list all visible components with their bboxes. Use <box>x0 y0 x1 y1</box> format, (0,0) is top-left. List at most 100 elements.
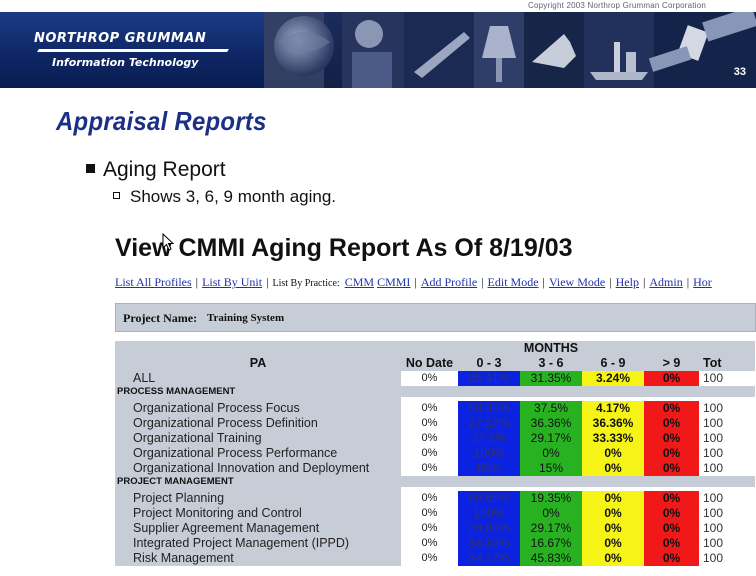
nav-link-add-profile[interactable]: Add Profile <box>420 275 478 289</box>
filled-square-bullet-icon <box>86 163 95 173</box>
aging-gt-9-cell: 0% <box>644 536 699 551</box>
no-date-cell: 0% <box>401 431 458 446</box>
pa-cell: Organizational Innovation and Deployment <box>115 461 401 476</box>
report-title: View CMMI Aging Report As Of 8/19/03 <box>115 234 573 262</box>
aging-6-9-cell: 0% <box>582 536 644 551</box>
table-row: Integrated Project Management (IPPD) 0% … <box>115 536 755 551</box>
no-date-cell: 0% <box>401 536 458 551</box>
nav-link-cmm[interactable]: CMM <box>344 275 375 289</box>
header-gt-9: > 9 <box>644 356 699 371</box>
table-header-row-top: MONTHS <box>115 341 755 356</box>
table-row: Organizational Process Focus 0% 58.33% 3… <box>115 401 755 416</box>
aging-report-table: MONTHS PA No Date 0 - 3 3 - 6 6 - 9 > 9 … <box>115 341 755 566</box>
header-blank-cell <box>115 341 401 356</box>
table-row: Risk Management 0% 54.17% 45.83% 0% 0% 1… <box>115 551 755 566</box>
header-blank-cell <box>699 341 755 356</box>
company-logo-text: NORTHROP GRUMMAN <box>34 31 207 46</box>
header-blank-cell <box>644 341 699 356</box>
group-header-row: PROJECT MANAGEMENT <box>115 476 755 487</box>
pa-cell: Organizational Process Performance <box>115 446 401 461</box>
nav-link-help[interactable]: Help <box>615 275 639 289</box>
spacer-row <box>115 487 755 491</box>
nav-separator: | <box>414 275 417 289</box>
header-0-3: 0 - 3 <box>458 356 520 371</box>
aging-3-6-cell: 37.5% <box>520 401 582 416</box>
aging-gt-9-cell: 0% <box>644 431 699 446</box>
aging-3-6-cell: 29.17% <box>520 431 582 446</box>
aging-6-9-cell: 0% <box>582 551 644 566</box>
spacer-row <box>115 397 755 401</box>
table-row-all: ALL 0% 65.41% 31.35% 3.24% 0% 100 <box>115 371 755 386</box>
nav-link-home[interactable]: Hor <box>693 275 712 289</box>
nav-separator: | <box>266 275 269 289</box>
aging-3-6-cell: 45.83% <box>520 551 582 566</box>
aging-6-9-cell: 0% <box>582 506 644 521</box>
aging-gt-9-cell: 0% <box>644 491 699 506</box>
header-blank-cell <box>401 341 458 356</box>
header-pa: PA <box>115 356 401 371</box>
aging-0-3-cell: 70.83% <box>458 521 520 536</box>
no-date-cell: 0% <box>401 506 458 521</box>
aging-3-6-cell: 16.67% <box>520 536 582 551</box>
division-logo-text: Information Technology <box>52 56 199 69</box>
header-total: Tot <box>699 356 755 371</box>
list-by-practice-label: List By Practice: <box>272 278 340 289</box>
copyright-strip <box>0 0 756 12</box>
table-header-row: PA No Date 0 - 3 3 - 6 6 - 9 > 9 Tot <box>115 356 755 371</box>
nav-link-cmmi[interactable]: CMMI <box>377 275 411 289</box>
bullet-1-text: Aging Report <box>103 158 226 181</box>
no-date-cell: 0% <box>401 491 458 506</box>
nav-separator: | <box>686 275 690 289</box>
aging-gt-9-cell: 0% <box>644 461 699 476</box>
report-nav-bar: List All Profiles | List By Unit | List By P… <box>115 275 712 290</box>
aging-6-9-cell: 0% <box>582 491 644 506</box>
pa-cell: Organizational Training <box>115 431 401 446</box>
project-name-box: Project Name: Training System <box>115 303 756 332</box>
total-cell: 100 <box>699 551 755 566</box>
pa-cell: ALL <box>115 371 401 386</box>
aging-6-9-cell: 0% <box>582 521 644 536</box>
banner-photo-collage <box>264 12 756 88</box>
nav-separator: | <box>542 275 545 289</box>
nav-link-list-all-profiles[interactable]: List All Profiles <box>115 275 192 289</box>
total-cell: 100 <box>699 416 755 431</box>
aging-gt-9-cell: 0% <box>644 416 699 431</box>
no-date-cell: 0% <box>401 521 458 536</box>
slide-title: Appraisal Reports <box>56 106 267 136</box>
pa-cell: Organizational Process Definition <box>115 416 401 431</box>
no-date-cell: 0% <box>401 401 458 416</box>
group-header-row: PROCESS MANAGEMENT <box>115 386 755 397</box>
total-cell: 100 <box>699 536 755 551</box>
no-date-cell: 0% <box>401 371 458 386</box>
table-row: Project Monitoring and Control 0% 100% 0… <box>115 506 755 521</box>
aging-6-9-cell: 0% <box>582 461 644 476</box>
logo-swoosh <box>37 49 229 52</box>
aging-0-3-cell: 100% <box>458 506 520 521</box>
nav-link-list-by-unit[interactable]: List By Unit <box>202 275 263 289</box>
aging-gt-9-cell: 0% <box>644 371 699 386</box>
project-name-value: Training System <box>207 312 285 324</box>
aging-gt-9-cell: 0% <box>644 521 699 536</box>
aging-3-6-cell: 15% <box>520 461 582 476</box>
nav-separator: | <box>609 275 612 289</box>
nav-link-edit-mode[interactable]: Edit Mode <box>487 275 539 289</box>
aging-0-3-cell: 27.27% <box>458 416 520 431</box>
total-cell: 100 <box>699 371 755 386</box>
total-cell: 100 <box>699 461 755 476</box>
aging-6-9-cell: 36.36% <box>582 416 644 431</box>
report-screenshot: View CMMI Aging Report As Of 8/19/03 Lis… <box>113 226 756 576</box>
total-cell: 100 <box>699 506 755 521</box>
aging-6-9-cell: 4.17% <box>582 401 644 416</box>
mouse-pointer-icon <box>162 233 174 251</box>
pa-cell: Project Planning <box>115 491 401 506</box>
table-row: Organizational Process Definition 0% 27.… <box>115 416 755 431</box>
nav-link-view-mode[interactable]: View Mode <box>548 275 606 289</box>
table-row: Organizational Innovation and Deployment… <box>115 461 755 476</box>
nav-link-admin[interactable]: Admin <box>649 275 683 289</box>
group-name: PROCESS MANAGEMENT <box>115 386 755 397</box>
aging-3-6-cell: 29.17% <box>520 521 582 536</box>
header-no-date: No Date <box>401 356 458 371</box>
header-3-6: 3 - 6 <box>520 356 582 371</box>
no-date-cell: 0% <box>401 551 458 566</box>
no-date-cell: 0% <box>401 416 458 431</box>
